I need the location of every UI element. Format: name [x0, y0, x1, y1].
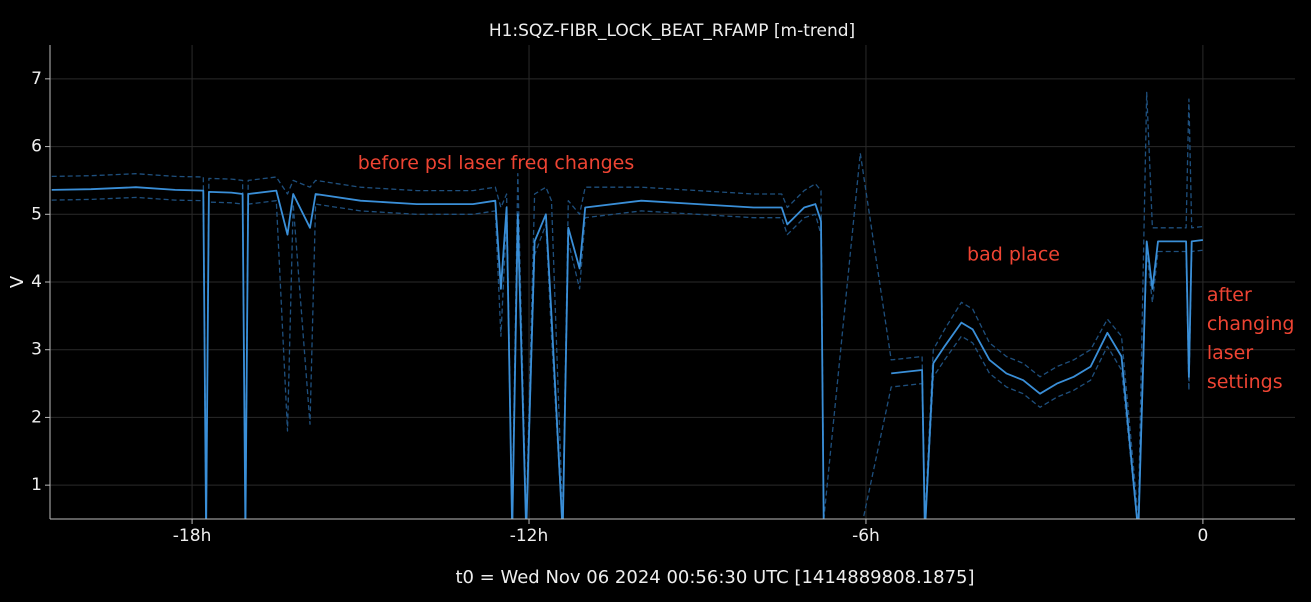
- series-line: [51, 186, 1204, 519]
- annotation: before psl laser freq changes: [358, 152, 635, 174]
- y-tick-label: 2: [31, 407, 42, 427]
- series-line: [51, 91, 1203, 519]
- annotation: bad place: [967, 243, 1060, 265]
- y-tick-label: 7: [31, 69, 42, 89]
- plot-area: [51, 91, 1204, 519]
- y-tick-label: 1: [31, 475, 42, 495]
- x-axis-label: t0 = Wed Nov 06 2024 00:56:30 UTC [14148…: [455, 567, 974, 588]
- annotation: settings: [1207, 371, 1283, 393]
- annotation: after: [1207, 284, 1252, 306]
- y-axis-label: V: [7, 275, 28, 288]
- y-tick-label: 6: [31, 137, 42, 157]
- chart-title: H1:SQZ-FIBR_LOCK_BEAT_RFAMP [m-trend]: [489, 21, 855, 41]
- grid: [50, 45, 1295, 519]
- y-tick-label: 5: [31, 204, 42, 224]
- x-tick-label: -6h: [852, 526, 880, 546]
- x-tick-label: -12h: [510, 526, 549, 546]
- y-tick-label: 3: [31, 340, 42, 360]
- annotation: changing: [1207, 313, 1295, 335]
- x-tick-label: 0: [1197, 526, 1208, 546]
- y-tick-label: 4: [31, 272, 42, 292]
- series-line: [51, 196, 1203, 519]
- annotation: laser: [1207, 342, 1254, 364]
- x-tick-label: -18h: [173, 526, 212, 546]
